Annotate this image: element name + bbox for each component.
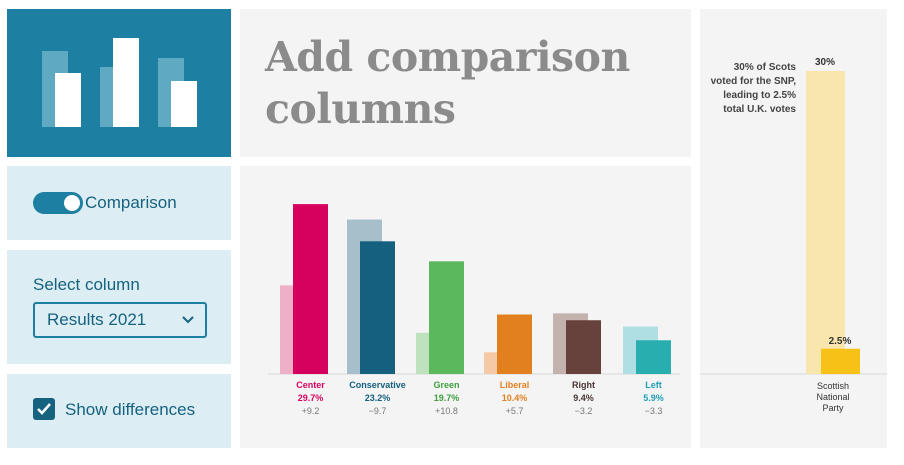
page-title: Add comparison columns [265,33,630,133]
difference-label-liberal: +5.7 [506,406,524,416]
value-label-left: 5.9% [643,393,664,403]
column-select-dropdown[interactable]: Results 2021 [33,302,207,338]
comparison-toggle-panel: Comparison [7,166,231,240]
bar-conservative [360,241,395,374]
difference-label-left: −3.3 [645,406,663,416]
select-column-label: Select column [33,275,140,294]
select-value: Results 2021 [47,310,147,329]
category-label-center: Center [296,380,325,390]
bar-snp-share-scotland [806,71,845,374]
value-label-snp-scotland: 30% [815,57,835,68]
value-label-green: 19.7% [434,393,460,403]
bar-left [636,340,671,374]
chevron-down-icon [182,316,194,324]
value-label-right: 9.4% [573,393,594,403]
value-label-liberal: 10.4% [502,393,528,403]
comparison-label: Comparison [85,193,177,212]
bar-snp-share-uk [821,348,860,374]
comparison-toggle[interactable] [33,192,83,214]
category-label-conservative: Conservative [349,380,406,390]
value-label-conservative: 23.2% [365,393,391,403]
bar-right [566,320,601,374]
value-label-snp-uk: 2.5% [829,336,852,347]
value-label-center: 29.7% [298,393,324,403]
title-panel: Add comparison columns [240,9,691,157]
category-label-snp-line2: National [816,392,849,402]
toggle-knob [64,195,80,211]
comparison-bar-chart: Center 29.7% +9.2 Conservative 23.2% −9.7 Gree… [268,204,680,416]
show-differences-panel: Show differences [7,374,231,448]
category-label-green: Green [433,380,459,390]
category-label-snp-line3: Party [822,403,844,413]
category-label-snp-line1: Scottish [817,381,849,391]
bar-liberal [497,314,532,374]
difference-label-center: +9.2 [302,406,320,416]
bar-center [293,204,328,374]
category-label-liberal: Liberal [500,380,530,390]
difference-label-right: −3.2 [575,406,593,416]
checkmark-icon [37,403,51,415]
difference-label-conservative: −9.7 [369,406,387,416]
show-differences-label: Show differences [65,400,196,419]
bar-green [429,261,464,374]
comparison-chart-panel: Center 29.7% +9.2 Conservative 23.2% −9.7 Gree… [240,166,691,448]
chart-logo-tile [7,9,231,157]
snp-chart-panel: 30% 2.5% Scottish National Party 30% of Scot… [700,9,887,448]
show-differences-checkbox[interactable] [33,398,55,420]
select-column-panel: Select column Results 2021 [7,250,231,364]
bar-chart-comparison-icon [7,9,231,157]
difference-label-green: +10.8 [435,406,458,416]
snp-annotation: 30% of Scots voted for the SNP, leading … [710,62,796,115]
category-label-left: Left [645,380,662,390]
category-label-right: Right [572,380,595,390]
